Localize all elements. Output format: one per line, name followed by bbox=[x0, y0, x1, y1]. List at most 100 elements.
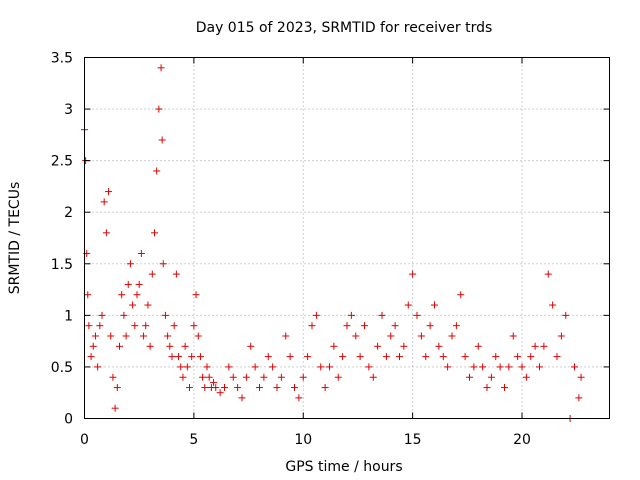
data-point bbox=[444, 363, 452, 371]
data-point bbox=[111, 404, 119, 412]
y-tick-label: 1 bbox=[64, 308, 73, 324]
data-point bbox=[304, 353, 312, 361]
data-point bbox=[94, 363, 102, 371]
data-point bbox=[131, 322, 139, 330]
data-point bbox=[181, 342, 189, 350]
data-point bbox=[505, 363, 513, 371]
data-point bbox=[531, 342, 539, 350]
data-point bbox=[84, 291, 92, 299]
data-point bbox=[501, 384, 508, 392]
data-point bbox=[100, 198, 108, 206]
data-point bbox=[400, 342, 408, 350]
x-tick-label: 5 bbox=[189, 432, 198, 448]
data-point bbox=[417, 332, 425, 340]
data-point bbox=[216, 389, 224, 397]
data-points bbox=[81, 64, 585, 422]
data-point bbox=[151, 229, 158, 237]
x-tick-labels: 0 5 10 15 20 bbox=[80, 432, 531, 448]
x-tick-label: 10 bbox=[294, 432, 312, 448]
data-point bbox=[256, 384, 263, 392]
data-point bbox=[87, 353, 95, 361]
y-tick-label: 2.5 bbox=[51, 154, 73, 170]
plot-frame bbox=[84, 57, 610, 419]
data-point bbox=[527, 353, 535, 361]
data-point bbox=[168, 353, 176, 361]
data-point bbox=[339, 353, 347, 361]
data-point bbox=[109, 373, 117, 381]
data-point bbox=[199, 373, 207, 381]
data-point bbox=[378, 311, 386, 319]
data-point bbox=[439, 353, 447, 361]
data-point bbox=[356, 353, 364, 361]
data-point bbox=[183, 363, 191, 371]
data-point bbox=[157, 64, 165, 72]
data-point bbox=[98, 311, 106, 319]
data-point bbox=[186, 384, 193, 392]
data-point bbox=[343, 322, 351, 330]
data-point bbox=[129, 301, 137, 309]
axis-ticks bbox=[84, 57, 610, 419]
data-point bbox=[514, 353, 522, 361]
y-tick-label: 0 bbox=[64, 412, 73, 428]
data-point bbox=[135, 280, 143, 288]
data-point bbox=[571, 363, 578, 371]
data-point bbox=[269, 363, 277, 371]
data-point bbox=[192, 291, 200, 299]
data-point bbox=[155, 105, 163, 113]
data-point bbox=[518, 363, 526, 371]
data-point bbox=[461, 353, 469, 361]
y-tick-label: 1.5 bbox=[51, 257, 73, 273]
data-point bbox=[426, 322, 434, 330]
data-point bbox=[291, 384, 298, 392]
data-point bbox=[196, 353, 204, 361]
data-point bbox=[229, 373, 237, 381]
data-point bbox=[158, 136, 166, 144]
data-point bbox=[102, 229, 110, 237]
x-tick-label: 15 bbox=[404, 432, 422, 448]
data-point bbox=[553, 353, 561, 361]
data-point bbox=[299, 373, 307, 381]
data-point bbox=[452, 322, 460, 330]
data-point bbox=[431, 301, 438, 309]
data-point bbox=[153, 167, 161, 175]
data-point bbox=[479, 363, 487, 371]
data-point bbox=[361, 322, 368, 330]
data-point bbox=[113, 384, 121, 392]
data-point bbox=[496, 363, 504, 371]
data-point bbox=[334, 373, 342, 381]
data-point bbox=[140, 332, 148, 340]
data-point bbox=[89, 342, 97, 350]
y-axis-label: SRMTID / TECUs bbox=[7, 182, 23, 295]
data-point bbox=[247, 342, 255, 350]
data-point bbox=[509, 332, 517, 340]
data-point bbox=[144, 301, 152, 309]
data-point bbox=[374, 342, 382, 350]
data-point bbox=[203, 363, 211, 371]
data-point bbox=[164, 332, 172, 340]
data-point bbox=[238, 394, 246, 402]
data-point bbox=[492, 353, 500, 361]
y-tick-label: 0.5 bbox=[51, 360, 73, 376]
data-point bbox=[308, 322, 316, 330]
data-point bbox=[91, 332, 99, 340]
data-point bbox=[124, 280, 132, 288]
data-point bbox=[118, 291, 126, 299]
data-point bbox=[120, 311, 128, 319]
data-point bbox=[133, 291, 141, 299]
data-point bbox=[142, 322, 150, 330]
data-point bbox=[96, 322, 104, 330]
data-point bbox=[404, 301, 412, 309]
data-point bbox=[286, 353, 294, 361]
data-point bbox=[85, 322, 93, 330]
data-point bbox=[175, 353, 183, 361]
data-point bbox=[457, 291, 465, 299]
y-tick-label: 3 bbox=[64, 102, 73, 118]
data-point bbox=[221, 384, 228, 392]
data-point bbox=[575, 394, 583, 402]
data-point bbox=[260, 373, 268, 381]
data-point bbox=[277, 373, 285, 381]
x-axis-label: GPS time / hours bbox=[285, 459, 402, 475]
data-point bbox=[347, 311, 355, 319]
data-point bbox=[387, 332, 395, 340]
